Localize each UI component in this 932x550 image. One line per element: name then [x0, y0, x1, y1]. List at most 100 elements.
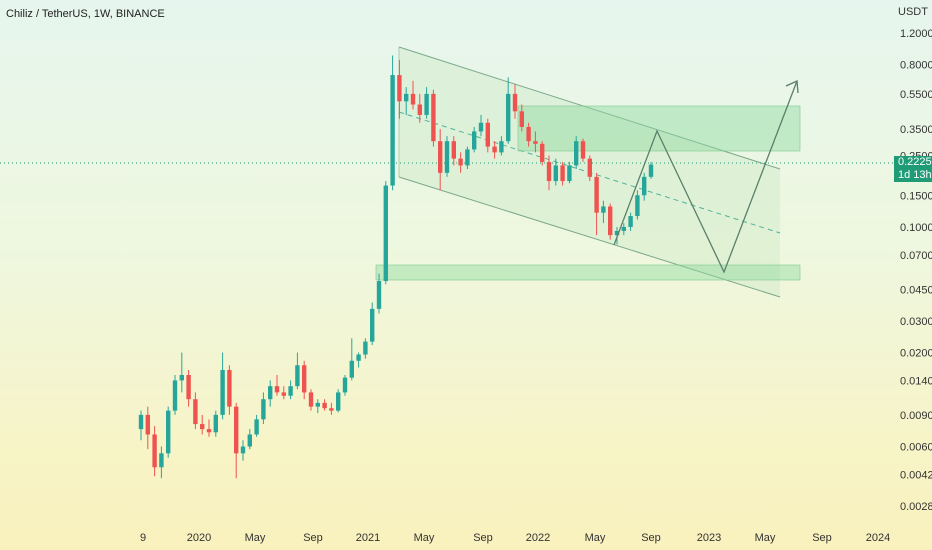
candle-body	[465, 149, 470, 166]
candle-body	[594, 176, 599, 213]
candle-body	[499, 141, 504, 153]
resistance-zone	[517, 105, 801, 152]
candle-body	[533, 141, 538, 144]
candle-body	[363, 341, 368, 355]
candle-body	[642, 176, 647, 196]
x-tick-label: 2022	[526, 532, 550, 544]
candle	[370, 302, 375, 346]
candle	[567, 161, 572, 184]
candle	[635, 190, 640, 220]
candle-body	[159, 453, 164, 468]
candle-body	[506, 93, 511, 142]
candle	[574, 136, 579, 170]
projection-path	[613, 80, 798, 274]
candle	[540, 141, 545, 166]
candle	[234, 402, 239, 479]
candle-body	[397, 75, 402, 102]
candle	[608, 203, 613, 240]
candle-body	[519, 111, 524, 127]
candle	[363, 338, 368, 359]
y-tick-label: 0.8000	[900, 60, 932, 72]
candle-body	[370, 308, 375, 342]
candle-body	[186, 375, 191, 400]
candle	[322, 399, 327, 411]
candle-body	[295, 365, 300, 387]
candle	[404, 87, 409, 115]
candle	[458, 152, 463, 173]
candle-body	[200, 424, 205, 430]
candle	[451, 136, 456, 166]
candle-body	[601, 206, 606, 213]
candle-body	[540, 143, 545, 162]
candle-body	[261, 399, 266, 420]
y-tick-label: 0.1000	[900, 222, 932, 234]
candle-body	[336, 392, 341, 411]
candle	[247, 429, 252, 450]
chart-title: Chiliz / TetherUS, 1W, BINANCE	[6, 8, 165, 20]
candle-body	[390, 75, 395, 186]
candle	[240, 440, 246, 461]
candles-layer	[138, 55, 654, 479]
candle	[417, 93, 422, 123]
candle-body	[247, 434, 252, 447]
candle	[383, 181, 388, 285]
candle	[288, 380, 293, 400]
candle-body	[193, 399, 198, 425]
candle	[227, 365, 232, 415]
y-tick-label: 0.0200	[900, 348, 932, 360]
candle	[166, 406, 171, 458]
support-zone	[375, 264, 801, 281]
candle-body	[329, 408, 334, 411]
candle-body	[404, 93, 409, 102]
candle	[424, 87, 429, 119]
candle-body	[567, 165, 572, 182]
x-tick-label: Sep	[812, 532, 832, 544]
candle-body	[431, 93, 436, 142]
candle	[376, 273, 382, 314]
candle-body	[145, 414, 150, 435]
candle	[172, 375, 178, 415]
x-tick-label: May	[585, 532, 606, 544]
candle-body	[179, 375, 184, 381]
candle	[512, 84, 518, 119]
candle-body	[213, 414, 218, 433]
candle-body	[574, 141, 579, 166]
candle-body	[478, 122, 484, 132]
candle-body	[438, 141, 443, 173]
candle	[594, 172, 599, 236]
candle-body	[254, 419, 259, 435]
candle	[410, 80, 416, 110]
x-tick-label: 9	[140, 532, 146, 544]
x-tick-label: May	[245, 532, 266, 544]
candle-body	[220, 369, 225, 415]
candle	[519, 104, 524, 132]
candle-body	[472, 131, 477, 150]
candle-body	[546, 161, 552, 182]
candle	[342, 375, 348, 396]
candle-body	[274, 386, 280, 393]
x-tick-label: 2023	[697, 532, 721, 544]
y-tick-label: 0.0028	[900, 501, 932, 513]
candle	[621, 223, 626, 236]
candle	[268, 380, 273, 407]
x-tick-label: May	[414, 532, 435, 544]
y-tick-label: 0.0700	[900, 250, 932, 262]
candle-body	[458, 158, 463, 166]
candle	[648, 161, 654, 179]
candle-body	[308, 392, 314, 407]
candle	[152, 426, 157, 477]
candle	[329, 402, 334, 415]
candle	[580, 138, 586, 162]
candle-body	[166, 410, 171, 454]
candle	[465, 146, 470, 170]
candle	[587, 155, 592, 182]
candle	[526, 122, 531, 147]
candle-body	[172, 380, 178, 411]
y-tick-label: 0.0090	[900, 410, 932, 422]
y-tick-label: 0.1500	[900, 190, 932, 202]
candle-body	[288, 386, 293, 396]
candle	[478, 114, 484, 137]
last-price-badge: 0.2225	[894, 156, 932, 169]
candle	[349, 338, 354, 381]
